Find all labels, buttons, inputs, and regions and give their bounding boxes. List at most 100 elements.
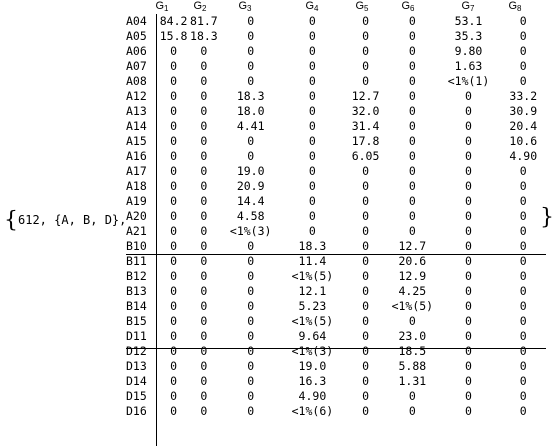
table-cell: 0 [408, 149, 416, 163]
table-cell: 0 [408, 314, 416, 328]
table-cell: 18.3 [190, 29, 218, 43]
table-cell: 0 [170, 314, 178, 328]
table-cell: 0 [170, 404, 178, 418]
table-cell: <1%(5) [291, 269, 334, 283]
column-header-g4: G4 [305, 0, 319, 13]
row-label: A04 [126, 14, 147, 28]
table-cell: <1%(6) [291, 404, 334, 418]
table-row: A16 0 0 0 0 6.05 0 0 4.90 [126, 149, 546, 164]
table-cell: 0 [200, 179, 208, 193]
table-cell: <1%(1) [447, 74, 490, 88]
table-cell: 0 [362, 284, 369, 298]
table-cell: 4.58 [236, 209, 265, 223]
table-cell: 0 [200, 74, 208, 88]
row-label: B11 [126, 254, 147, 268]
table-cell: 0 [247, 14, 255, 28]
table-cell: 0 [519, 74, 527, 88]
table-cell: 1.31 [398, 374, 427, 388]
table-cell: 0 [247, 389, 255, 403]
table-cell: 33.2 [509, 89, 538, 103]
table-cell: 0 [308, 119, 316, 133]
table-cell: 0 [200, 359, 208, 373]
table-cell: 84.2 [159, 14, 188, 28]
table-cell: 0 [362, 299, 369, 313]
table-row: B13 0 0 0 12.1 0 4.25 0 0 [126, 284, 546, 299]
table-cell: 18.5 [398, 344, 427, 358]
table-cell: 4.90 [509, 149, 538, 163]
table-cell: 0 [200, 149, 208, 163]
table-cell: 0 [247, 269, 255, 283]
table-cell: 0 [200, 299, 208, 313]
table-cell: 0 [465, 269, 472, 283]
row-label: A08 [126, 74, 147, 88]
table-cell: 0 [170, 89, 178, 103]
table-cell: 12.1 [298, 284, 327, 298]
row-label: D13 [126, 359, 147, 373]
table-cell: 0 [247, 359, 255, 373]
column-header-g2: G2 [193, 0, 207, 13]
table-row: A05 15.8 18.3 0 0 0 0 35.3 0 [126, 29, 546, 44]
table-cell: 0 [408, 209, 416, 223]
row-label: B12 [126, 269, 147, 283]
table-cell: 0 [408, 119, 416, 133]
table-cell: 0 [465, 404, 472, 418]
table-cell: 0 [200, 404, 208, 418]
table-cell: 0 [308, 194, 316, 208]
table-cell: 0 [362, 29, 369, 43]
row-label: A17 [126, 164, 147, 178]
table-cell: 0 [170, 239, 178, 253]
table-cell: 0 [170, 374, 178, 388]
column-header-g1: G1 [155, 0, 169, 13]
table-cell: 30.9 [509, 104, 538, 118]
table-cell: 0 [247, 239, 255, 253]
row-label: B15 [126, 314, 147, 328]
table-cell: 19.0 [236, 164, 265, 178]
table-cell: 0 [308, 29, 316, 43]
table-cell: 0 [170, 119, 178, 133]
table-cell: 0 [408, 179, 416, 193]
table-cell: 0 [465, 209, 472, 223]
table-row: A06 0 0 0 0 0 0 9.80 0 [126, 44, 546, 59]
table-cell: 12.7 [351, 89, 380, 103]
table-cell: 0 [519, 269, 527, 283]
group-divider-a-b [126, 254, 546, 255]
row-label-divider [156, 14, 157, 446]
table-cell: 0 [408, 134, 416, 148]
table-row: D11 0 0 0 9.64 0 23.0 0 0 [126, 329, 546, 344]
table-cell: 11.4 [298, 254, 327, 268]
table-cell: 0 [200, 269, 208, 283]
table-cell: 0 [362, 59, 369, 73]
table-cell: 0 [465, 359, 472, 373]
table-cell: 81.7 [190, 14, 218, 28]
table-cell: 0 [308, 179, 316, 193]
table-row: B15 0 0 0 <1%(5) 0 0 0 0 [126, 314, 546, 329]
table-cell: 0 [362, 404, 369, 418]
table-cell: 1.63 [454, 59, 483, 73]
table-cell: 0 [308, 14, 316, 28]
table-row: A12 0 0 18.3 0 12.7 0 0 33.2 [126, 89, 546, 104]
table-cell: 4.90 [298, 389, 327, 403]
table-row: A18 0 0 20.9 0 0 0 0 0 [126, 179, 546, 194]
column-header-g3: G3 [238, 0, 252, 13]
column-header-g7: G7 [461, 0, 475, 13]
table-cell: <1%(3) [291, 344, 334, 358]
table-cell: 0 [362, 194, 369, 208]
closing-brace: } [540, 205, 552, 231]
table-cell: 0 [362, 374, 369, 388]
table-row: A07 0 0 0 0 0 0 1.63 0 [126, 59, 546, 74]
table-cell: 12.7 [398, 239, 427, 253]
table-row: B12 0 0 0 <1%(5) 0 12.9 0 0 [126, 269, 546, 284]
table-cell: 0 [408, 164, 416, 178]
row-label: D15 [126, 389, 147, 403]
table-cell: 0 [519, 299, 527, 313]
table-cell: 0 [308, 209, 316, 223]
table-row: D16 0 0 0 <1%(6) 0 0 0 0 [126, 404, 546, 419]
table-cell: 16.3 [298, 374, 327, 388]
table-cell: 0 [408, 89, 416, 103]
table-cell: 0 [408, 14, 416, 28]
row-label: A19 [126, 194, 147, 208]
table-cell: 0 [247, 344, 255, 358]
table-cell: 0 [170, 74, 178, 88]
table-cell: 0 [200, 194, 208, 208]
table-row: B10 0 0 0 18.3 0 12.7 0 0 [126, 239, 546, 254]
